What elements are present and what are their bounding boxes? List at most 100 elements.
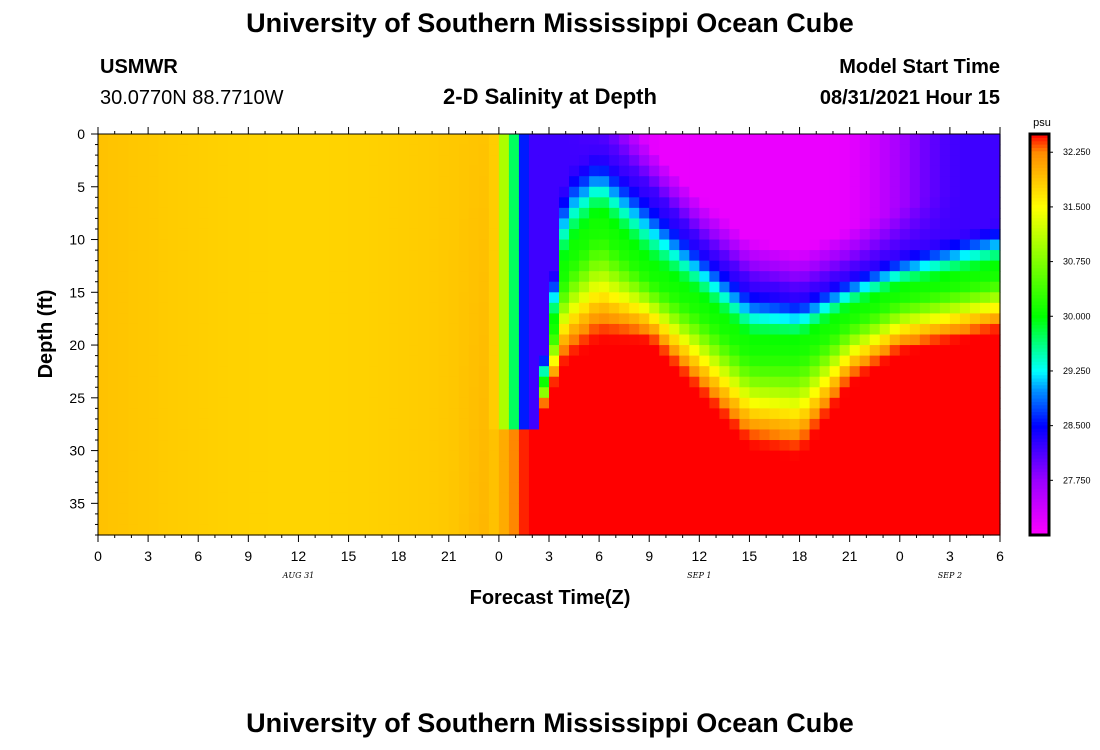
heatmap-cell [118,376,129,388]
heatmap-cell [268,397,279,409]
heatmap-cell [188,302,199,314]
heatmap-cell [989,387,1001,399]
heatmap-cell [458,334,470,346]
heatmap-cell [298,513,310,526]
heatmap-cell [659,418,670,431]
heatmap-cell [699,408,710,420]
heatmap-cell [749,228,761,241]
heatmap-cell [538,260,550,272]
heatmap-cell [418,292,430,304]
heatmap-cell [869,429,881,441]
heatmap-cell [559,482,570,494]
colorbar-segment [1030,444,1049,449]
heatmap-cell [869,292,881,304]
colorbar-segment [1030,257,1049,262]
heatmap-cell [779,524,791,536]
heatmap-cell [549,503,560,515]
heatmap-cell [639,155,650,167]
heatmap-cell [899,292,911,304]
heatmap-cell [989,429,1001,441]
date-label: SEP 2 [938,571,962,580]
heatmap-cell [488,271,500,283]
heatmap-cell [759,450,771,462]
heatmap-cell [899,313,911,325]
heatmap-cell [609,271,620,283]
heatmap-cell [639,292,650,304]
heatmap-cell [138,355,149,367]
heatmap-cell [338,218,350,230]
heatmap-cell [759,228,771,241]
heatmap-cell [178,355,189,367]
heatmap-cell [809,165,821,177]
heatmap-cell [929,281,941,293]
heatmap-cell [508,186,520,198]
heatmap-cell [869,176,881,188]
heatmap-cell [709,355,720,367]
heatmap-cell [138,271,149,283]
heatmap-cell [318,165,330,177]
heatmap-cell [909,503,921,515]
heatmap-cell [619,471,630,483]
heatmap-cell [649,471,660,483]
heatmap-cell [569,345,580,357]
heatmap-cell [569,165,580,177]
heatmap-cell [709,461,720,473]
heatmap-cell [669,197,680,209]
colorbar-segment [1030,244,1049,249]
heatmap-cell [298,207,310,220]
heatmap-cell [148,134,159,146]
heatmap-cell [929,513,941,526]
heatmap-cell [138,228,149,241]
heatmap-cell [208,408,219,420]
heatmap-cell [899,418,911,431]
heatmap-cell [659,218,670,230]
colorbar-segment [1030,134,1049,138]
heatmap-cell [949,376,961,388]
heatmap-cell [518,492,530,504]
heatmap-cell [899,334,911,346]
heatmap-cell [569,271,580,283]
heatmap-cell [749,186,761,198]
heatmap-cell [629,155,640,167]
heatmap-cell [238,239,249,251]
heatmap-cell [488,355,500,367]
heatmap-cell [478,513,490,526]
heatmap-cell [559,366,570,378]
heatmap-cell [799,176,811,188]
heatmap-cell [599,134,610,146]
heatmap-cell [969,155,981,167]
heatmap-cell [478,228,490,241]
heatmap-cell [508,176,520,188]
heatmap-cell [709,239,720,251]
heatmap-cell [619,144,630,156]
heatmap-cell [869,218,881,230]
heatmap-cell [148,207,159,220]
heatmap-cell [569,155,580,167]
heatmap-cell [819,313,831,325]
heatmap-cell [478,429,490,441]
heatmap-cell [869,440,881,452]
heatmap-cell [478,302,490,314]
heatmap-cell [809,176,821,188]
heatmap-cell [589,165,600,177]
heatmap-cell [979,197,991,209]
heatmap-cell [749,503,761,515]
heatmap-cell [318,197,330,209]
heatmap-cell [719,165,730,177]
heatmap-cell [919,186,931,198]
heatmap-cell [178,271,189,283]
heatmap-cell [258,366,269,378]
heatmap-cell [318,144,330,156]
heatmap-cell [158,165,169,177]
heatmap-cell [188,429,199,441]
heatmap-cell [488,376,500,388]
heatmap-cell [889,292,901,304]
heatmap-cell [478,186,490,198]
heatmap-cell [989,197,1001,209]
heatmap-cell [609,418,620,431]
heatmap-cell [919,513,931,526]
heatmap-cell [98,345,109,357]
heatmap-cell [809,207,821,220]
heatmap-cell [368,207,380,220]
heatmap-cell [719,176,730,188]
